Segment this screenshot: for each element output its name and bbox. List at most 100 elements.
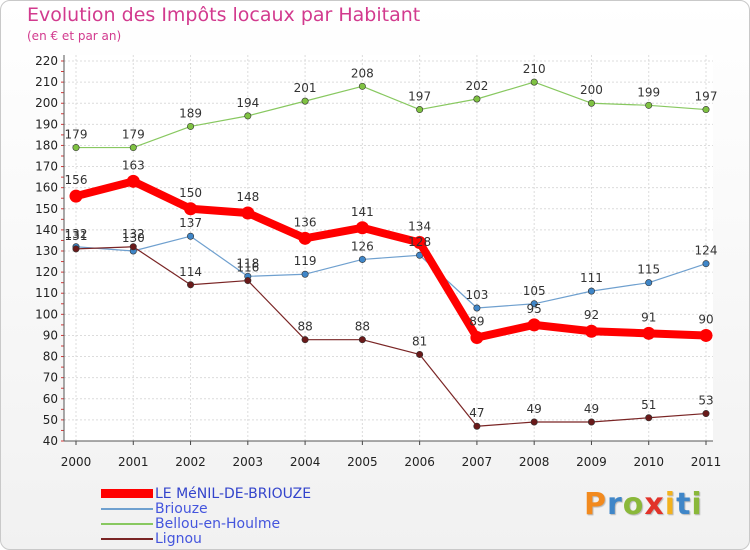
data-point-le-m-nil-de-briouze <box>470 331 484 345</box>
y-tick-label: 140 <box>35 223 58 237</box>
data-label-le-m-nil-de-briouze: 163 <box>122 158 145 172</box>
data-point-lignou <box>187 281 195 289</box>
data-point-le-m-nil-de-briouze <box>584 324 598 338</box>
data-point-le-m-nil-de-briouze <box>241 206 255 220</box>
x-tick-label: 2004 <box>290 455 321 469</box>
legend-label: Lignou <box>155 530 202 547</box>
legend-item-lignou: Lignou <box>101 530 311 547</box>
data-label-le-m-nil-de-briouze: 150 <box>179 186 202 200</box>
data-label-le-m-nil-de-briouze: 92 <box>584 308 599 322</box>
data-label-le-m-nil-de-briouze: 156 <box>65 173 88 187</box>
data-point-briouze <box>645 279 653 287</box>
y-tick-label: 120 <box>35 265 58 279</box>
data-point-bellou-en-houlme <box>72 144 80 152</box>
data-point-lignou <box>416 350 424 358</box>
x-tick-label: 2001 <box>118 455 149 469</box>
x-tick-label: 2003 <box>233 455 264 469</box>
data-label-lignou: 116 <box>236 261 259 275</box>
legend-label: LE MéNIL-DE-BRIOUZE <box>155 485 312 502</box>
legend-item-le-m-nil-de-briouze: LE MéNIL-DE-BRIOUZE <box>101 485 312 502</box>
data-label-le-m-nil-de-briouze: 141 <box>351 205 374 219</box>
data-label-briouze: 132 <box>65 227 88 241</box>
data-label-le-m-nil-de-briouze: 95 <box>527 302 542 316</box>
y-tick-label: 180 <box>35 138 58 152</box>
y-tick-label: 70 <box>43 371 58 385</box>
legend-swatch <box>101 537 153 540</box>
data-label-le-m-nil-de-briouze: 91 <box>641 310 656 324</box>
legend-label: Briouze <box>155 500 208 517</box>
logo-letter: r <box>607 487 623 522</box>
data-point-lignou <box>587 418 595 426</box>
data-point-lignou <box>72 245 80 253</box>
data-point-le-m-nil-de-briouze <box>184 202 198 216</box>
x-tick-label: 2007 <box>462 455 493 469</box>
chart-title: Evolution des Impôts locaux par Habitant <box>27 4 421 26</box>
data-point-lignou <box>358 336 366 344</box>
y-tick-label: 100 <box>35 307 58 321</box>
x-tick-label: 2000 <box>61 455 92 469</box>
data-label-bellou-en-houlme: 197 <box>408 90 431 104</box>
chart-legend: LE MéNIL-DE-BRIOUZE Briouze Bellou-en-Houl… <box>101 485 312 547</box>
data-point-bellou-en-houlme <box>244 112 252 120</box>
x-tick-label: 2009 <box>576 455 607 469</box>
data-point-bellou-en-houlme <box>645 101 653 109</box>
data-label-briouze: 115 <box>637 263 660 277</box>
data-label-lignou: 53 <box>698 394 713 408</box>
data-point-briouze <box>301 270 309 278</box>
data-point-briouze <box>473 304 481 312</box>
data-point-lignou <box>473 422 481 430</box>
logo-letter: i <box>691 487 703 522</box>
data-label-lignou: 132 <box>122 227 145 241</box>
legend-swatch <box>101 522 153 525</box>
data-label-briouze: 137 <box>179 216 202 230</box>
data-point-le-m-nil-de-briouze <box>126 174 140 188</box>
series-line-bellou-en-houlme <box>76 81 707 149</box>
data-point-briouze <box>530 300 538 308</box>
logo-letter: o <box>622 487 645 522</box>
data-point-bellou-en-houlme <box>187 122 195 130</box>
data-label-bellou-en-houlme: 208 <box>351 66 374 80</box>
data-point-le-m-nil-de-briouze <box>413 236 427 250</box>
data-point-le-m-nil-de-briouze <box>69 189 83 203</box>
data-label-briouze: 118 <box>236 256 259 270</box>
data-label-le-m-nil-de-briouze: 134 <box>408 220 431 234</box>
series-line-le-m-nil-de-briouze <box>75 177 707 342</box>
y-tick-label: 190 <box>35 117 58 131</box>
data-point-le-m-nil-de-briouze <box>298 231 312 245</box>
y-tick-label: 130 <box>35 244 58 258</box>
data-label-bellou-en-houlme: 201 <box>294 81 317 95</box>
data-label-briouze: 111 <box>580 271 603 285</box>
data-label-bellou-en-houlme: 179 <box>65 128 88 142</box>
data-point-le-m-nil-de-briouze <box>527 318 541 332</box>
data-label-lignou: 88 <box>297 320 312 334</box>
legend-item-bellou-en-houlme: Bellou-en-Houlme <box>101 516 311 532</box>
x-tick-label: 2008 <box>519 455 550 469</box>
logo-letter: P <box>584 487 607 522</box>
data-point-bellou-en-houlme <box>129 144 137 152</box>
data-point-lignou <box>301 336 309 344</box>
data-label-le-m-nil-de-briouze: 148 <box>236 190 259 204</box>
data-label-le-m-nil-de-briouze: 90 <box>698 312 713 326</box>
data-label-briouze: 119 <box>294 254 317 268</box>
data-point-lignou <box>702 410 710 418</box>
data-point-bellou-en-houlme <box>473 95 481 103</box>
x-tick-label: 2002 <box>175 455 206 469</box>
data-label-le-m-nil-de-briouze: 136 <box>294 215 317 229</box>
y-tick-label: 110 <box>35 286 58 300</box>
data-point-le-m-nil-de-briouze <box>699 328 713 342</box>
data-label-lignou: 131 <box>65 229 88 243</box>
y-tick-label: 40 <box>43 434 58 448</box>
data-label-briouze: 130 <box>122 231 145 245</box>
data-label-lignou: 81 <box>412 334 427 348</box>
data-label-bellou-en-houlme: 199 <box>637 85 660 99</box>
x-tick-label: 2010 <box>633 455 664 469</box>
x-tick-label: 2005 <box>347 455 378 469</box>
data-point-bellou-en-houlme <box>530 78 538 86</box>
y-tick-label: 200 <box>35 96 58 110</box>
data-label-bellou-en-houlme: 179 <box>122 128 145 142</box>
x-tick-label: 2006 <box>404 455 435 469</box>
data-point-bellou-en-houlme <box>358 82 366 90</box>
proxiti-logo: Proxiti <box>584 487 703 522</box>
legend-item-briouze: Briouze <box>101 500 311 517</box>
